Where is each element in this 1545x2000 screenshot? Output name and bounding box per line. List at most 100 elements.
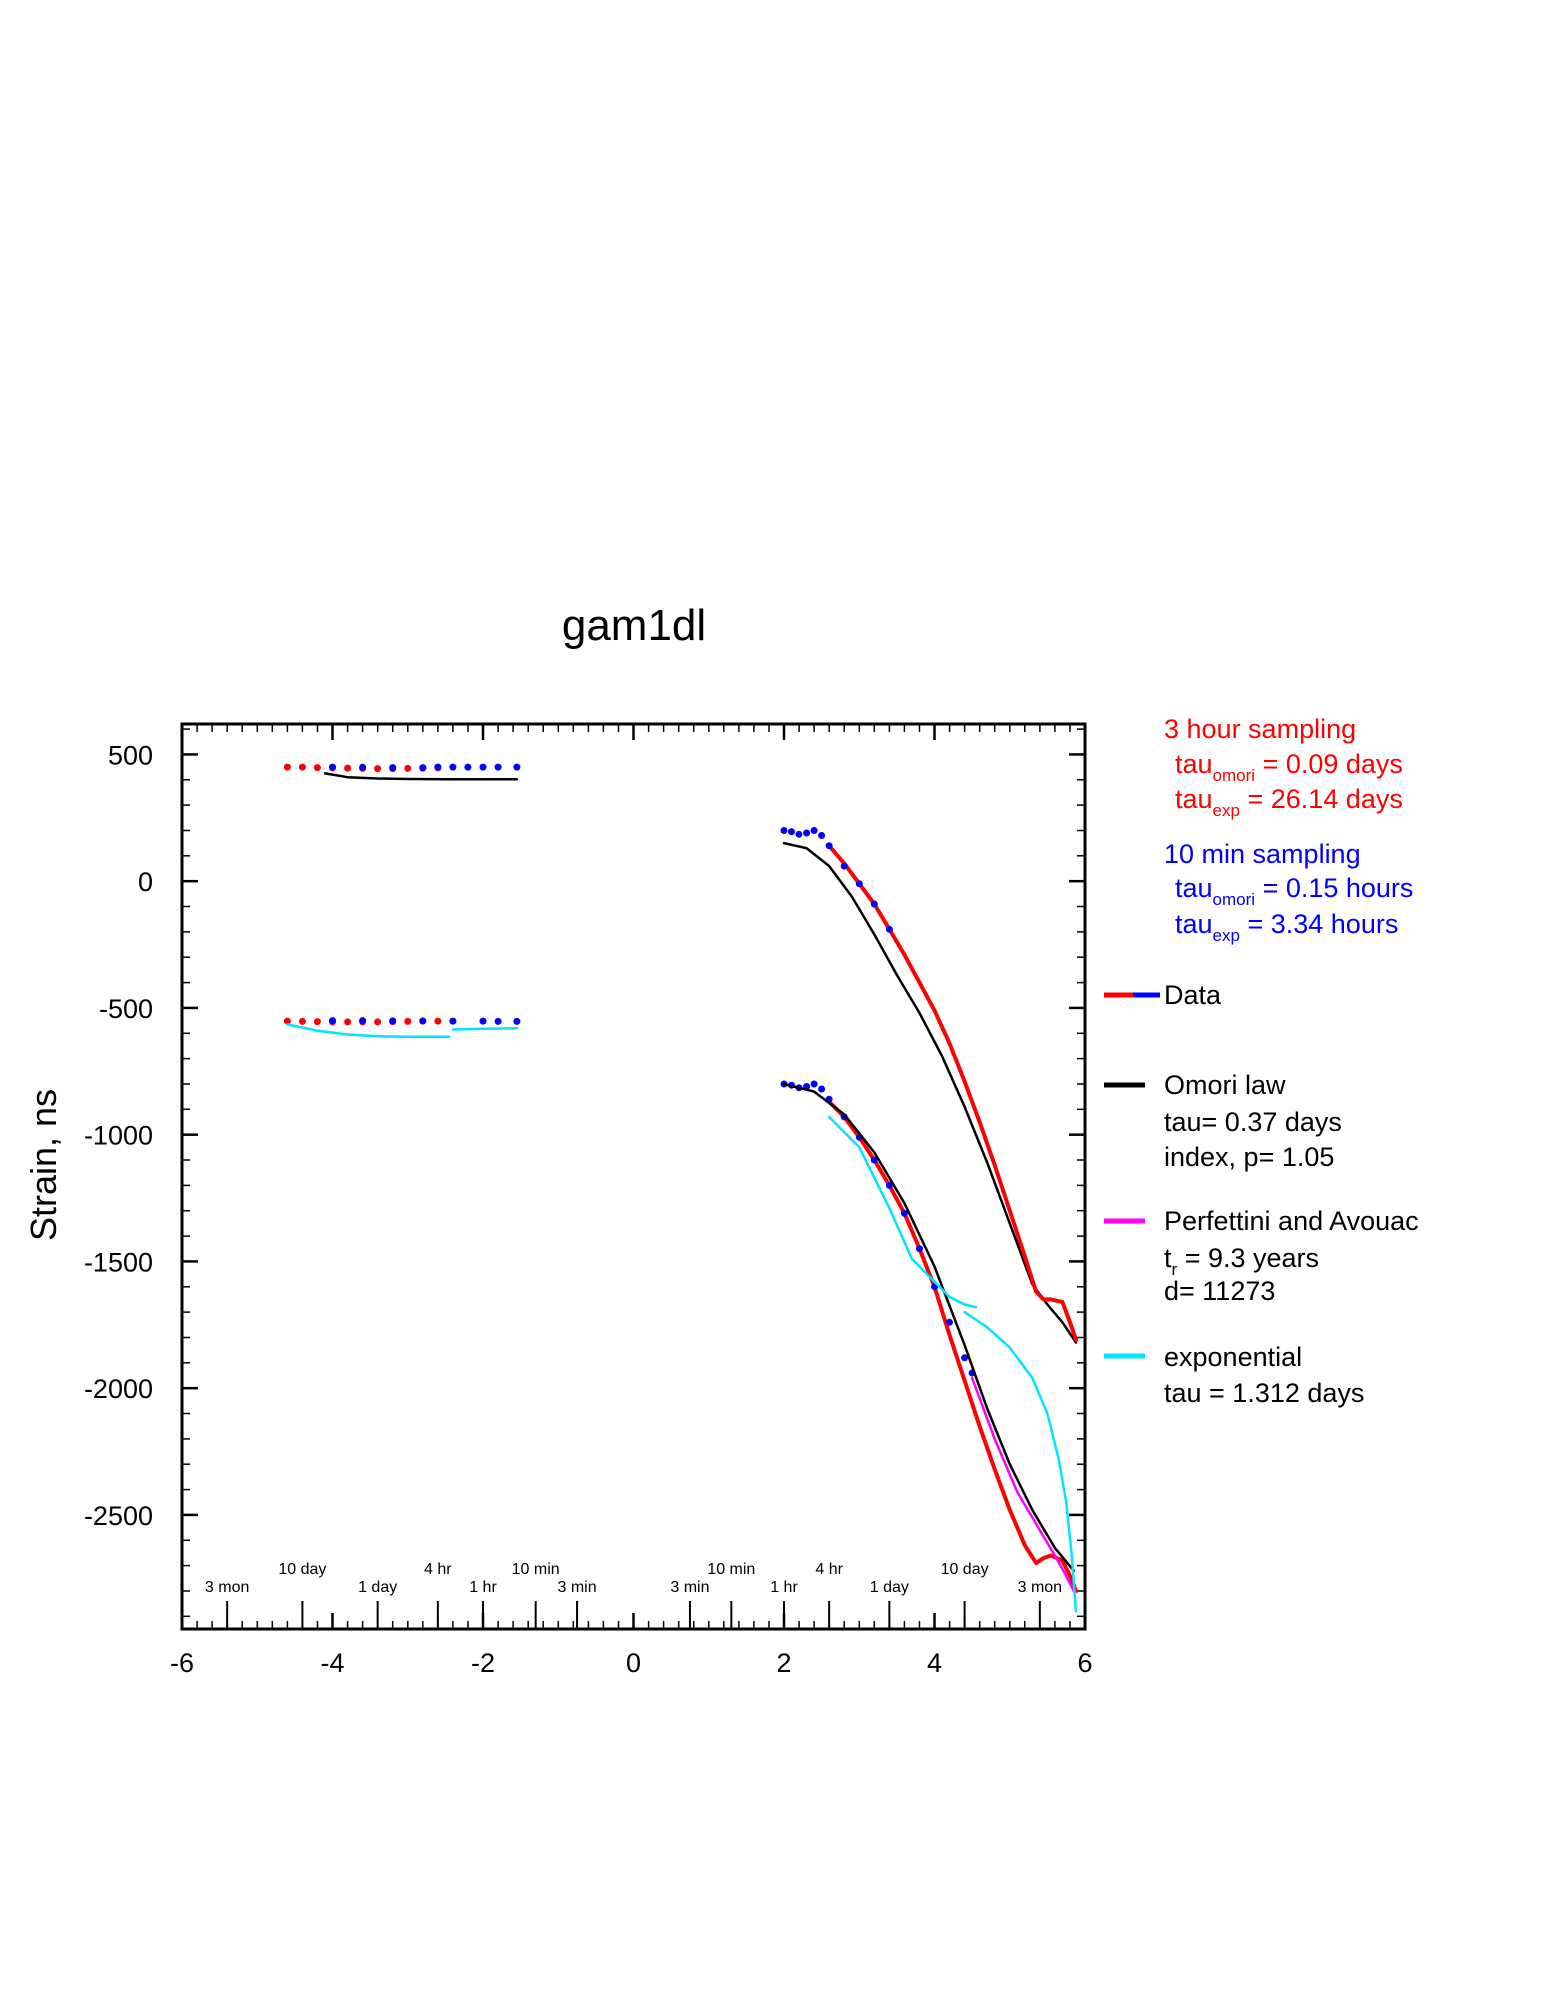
y-tick-label: 0 bbox=[138, 867, 153, 897]
time-scale-label: 10 day bbox=[278, 1561, 326, 1578]
legend-perfettini-label: Perfettini and Avouac bbox=[1164, 1206, 1419, 1236]
fit-10m-tau-omori-value: = 0.15 hours bbox=[1255, 873, 1413, 903]
time-scale-label: 4 hr bbox=[424, 1561, 452, 1578]
fit-3h-tau-exp-sub: exp bbox=[1213, 801, 1240, 820]
series-point-1 bbox=[464, 763, 472, 771]
time-scale-label: 3 mon bbox=[1018, 1579, 1062, 1596]
series-point-9 bbox=[818, 832, 826, 839]
x-tick-label: 6 bbox=[1077, 1648, 1092, 1678]
fit-10m-tau-exp-value: = 3.34 hours bbox=[1240, 909, 1398, 939]
series-point-1 bbox=[494, 763, 502, 771]
x-tick-label: 2 bbox=[776, 1648, 791, 1678]
legend-perfettini-d: d= 11273 bbox=[1164, 1276, 1275, 1306]
series-point-3 bbox=[313, 1018, 321, 1026]
plot-frame bbox=[180, 722, 1087, 1631]
legend-exponential-label: exponential bbox=[1164, 1342, 1302, 1372]
fit-10m-heading: 10 min sampling bbox=[1164, 839, 1361, 869]
series-point-0 bbox=[313, 764, 321, 772]
time-scale-label: 1 day bbox=[358, 1579, 397, 1596]
series-point-1 bbox=[513, 763, 521, 771]
series-point-4 bbox=[449, 1017, 457, 1025]
series-point-11 bbox=[900, 1209, 908, 1217]
legend-perfettini-tr: tr = 9.3 years bbox=[1164, 1243, 1319, 1279]
time-scale-label: 3 min bbox=[558, 1579, 597, 1596]
series-point-4 bbox=[479, 1017, 487, 1025]
fit-3h-tau-omori-sub: omori bbox=[1213, 766, 1256, 785]
fit-3h-tau-omori: tauomori = 0.09 days bbox=[1175, 749, 1403, 785]
series-point-9 bbox=[803, 829, 811, 837]
legend: Data Omori law tau= 0.37 days index, p= … bbox=[1104, 980, 1419, 1408]
series-point-1 bbox=[479, 763, 487, 771]
y-tick-label: -500 bbox=[99, 994, 153, 1024]
series-point-1 bbox=[329, 763, 336, 771]
fit-3h-tau-exp-value: = 26.14 days bbox=[1240, 784, 1403, 814]
legend-exponential-tau: tau = 1.312 days bbox=[1164, 1378, 1364, 1408]
fit-3h-tau-exp: tauexp = 26.14 days bbox=[1175, 784, 1403, 820]
chart-title: gam1dl bbox=[562, 601, 706, 650]
series-point-4 bbox=[329, 1017, 336, 1025]
series-point-1 bbox=[419, 764, 427, 772]
time-scale-label: 1 hr bbox=[469, 1579, 497, 1596]
series-point-9 bbox=[810, 827, 818, 834]
series-point-9 bbox=[825, 842, 833, 850]
series-point-3 bbox=[344, 1018, 352, 1026]
series-line-5 bbox=[286, 1023, 451, 1039]
time-scale-label: 3 mon bbox=[205, 1579, 249, 1596]
series-point-0 bbox=[344, 764, 352, 772]
series-point-11 bbox=[810, 1080, 818, 1088]
series-point-4 bbox=[494, 1017, 502, 1025]
fit-params-10m: 10 min sampling tauomori = 0.15 hours ta… bbox=[1164, 839, 1413, 945]
series-point-1 bbox=[359, 763, 367, 771]
series-line-6 bbox=[451, 1026, 519, 1031]
series-layer bbox=[283, 763, 1078, 1613]
series-line-14 bbox=[827, 1115, 978, 1309]
time-scale-label: 4 hr bbox=[815, 1561, 843, 1578]
fit-10m-tau-omori-sub: omori bbox=[1213, 890, 1256, 909]
y-tick-label: -2500 bbox=[84, 1501, 153, 1531]
series-point-11 bbox=[885, 1181, 893, 1189]
series-point-1 bbox=[449, 763, 457, 771]
series-point-1 bbox=[389, 764, 397, 772]
x-tick-label: -4 bbox=[320, 1648, 344, 1678]
series-point-3 bbox=[374, 1018, 382, 1026]
series-point-3 bbox=[298, 1017, 306, 1025]
series-point-11 bbox=[870, 1156, 878, 1164]
x-tick-label: 0 bbox=[626, 1648, 641, 1678]
y-axis-label: Strain, ns bbox=[23, 1089, 64, 1241]
time-scale-label: 1 day bbox=[870, 1579, 909, 1596]
series-point-9 bbox=[795, 830, 803, 838]
y-axis-ticks: 500 0 -500 -1000 -1500 -2000 -2500 bbox=[84, 740, 1085, 1531]
time-scale-label: 3 min bbox=[670, 1579, 709, 1596]
x-tick-label: 4 bbox=[927, 1648, 942, 1678]
legend-perfettini-tr-sub: r bbox=[1172, 1260, 1178, 1279]
time-scale-label: 10 min bbox=[512, 1561, 560, 1578]
series-point-9 bbox=[885, 925, 893, 933]
series-point-11 bbox=[916, 1245, 923, 1253]
series-point-9 bbox=[788, 828, 795, 836]
series-line-2 bbox=[323, 772, 519, 781]
series-point-4 bbox=[389, 1017, 397, 1025]
series-point-0 bbox=[298, 763, 306, 771]
series-line-10 bbox=[827, 1099, 1078, 1593]
fit-3h-tau-exp-main: tau bbox=[1175, 784, 1213, 814]
minor-ticks bbox=[181, 724, 1086, 1629]
series-line-7 bbox=[782, 841, 1078, 1344]
series-point-4 bbox=[419, 1017, 427, 1025]
fit-10m-tau-exp-sub: exp bbox=[1213, 926, 1240, 945]
time-scale-label: 1 hr bbox=[770, 1579, 798, 1596]
time-scale-label: 10 day bbox=[941, 1561, 989, 1578]
y-tick-label: 500 bbox=[108, 740, 153, 770]
fit-10m-tau-exp: tauexp = 3.34 hours bbox=[1175, 909, 1398, 945]
series-point-0 bbox=[283, 763, 291, 771]
fit-3h-tau-omori-value: = 0.09 days bbox=[1255, 749, 1403, 779]
series-point-3 bbox=[434, 1017, 442, 1025]
series-line-12 bbox=[782, 1082, 1075, 1572]
fit-3h-heading: 3 hour sampling bbox=[1164, 714, 1356, 744]
series-line-15 bbox=[963, 1310, 1078, 1613]
y-tick-label: -2000 bbox=[84, 1374, 153, 1404]
legend-omori-tau: tau= 0.37 days bbox=[1164, 1107, 1342, 1137]
fit-10m-tau-omori: tauomori = 0.15 hours bbox=[1175, 873, 1413, 909]
series-line-13 bbox=[970, 1376, 1075, 1593]
time-scale-label: 10 min bbox=[707, 1561, 755, 1578]
